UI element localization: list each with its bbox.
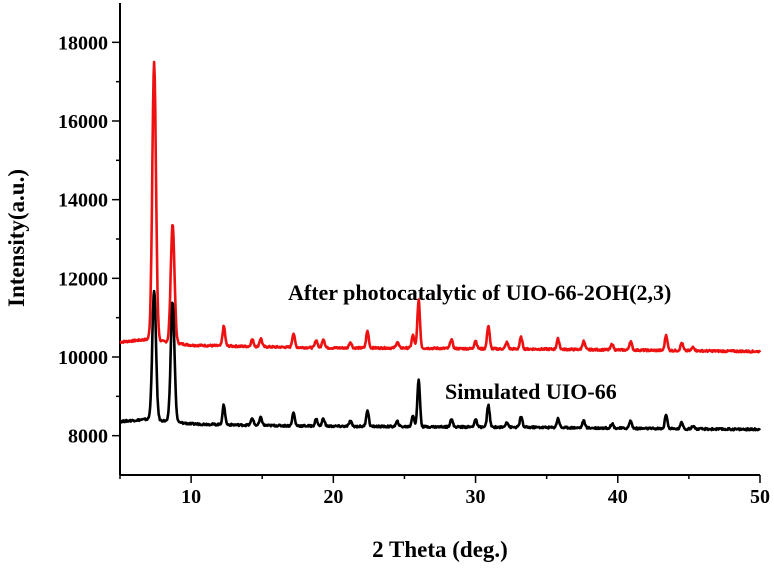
y-tick-label: 8000 xyxy=(68,426,108,448)
x-axis-title: 2 Theta (deg.) xyxy=(372,537,508,562)
annotation-after-photocatalytic: After photocatalytic of UIO-66-2OH(2,3) xyxy=(288,280,671,305)
x-tick-label: 50 xyxy=(750,486,770,508)
x-tick-label: 30 xyxy=(466,486,486,508)
y-tick-label: 12000 xyxy=(58,268,108,290)
x-tick-label: 40 xyxy=(608,486,628,508)
x-tick-label: 10 xyxy=(181,486,201,508)
y-tick-label: 18000 xyxy=(58,32,108,54)
series-line-after-photocatalytic xyxy=(119,60,762,354)
y-tick-label: 16000 xyxy=(58,111,108,133)
series-lines xyxy=(118,60,762,432)
axis-ticks: 10 20 30 40 50 8000 10000 12000 14000 16000 18000 xyxy=(58,32,770,508)
plot-area: 10 20 30 40 50 8000 10000 12000 14000 16000 18000 xyxy=(58,3,770,508)
series-line-simulated xyxy=(118,289,762,432)
y-axis-title: Intensity(a.u.) xyxy=(4,169,29,307)
annotation-simulated: Simulated UIO-66 xyxy=(445,379,617,404)
x-tick-label: 20 xyxy=(323,486,343,508)
y-tick-label: 14000 xyxy=(58,190,108,212)
y-tick-label: 10000 xyxy=(58,347,108,369)
